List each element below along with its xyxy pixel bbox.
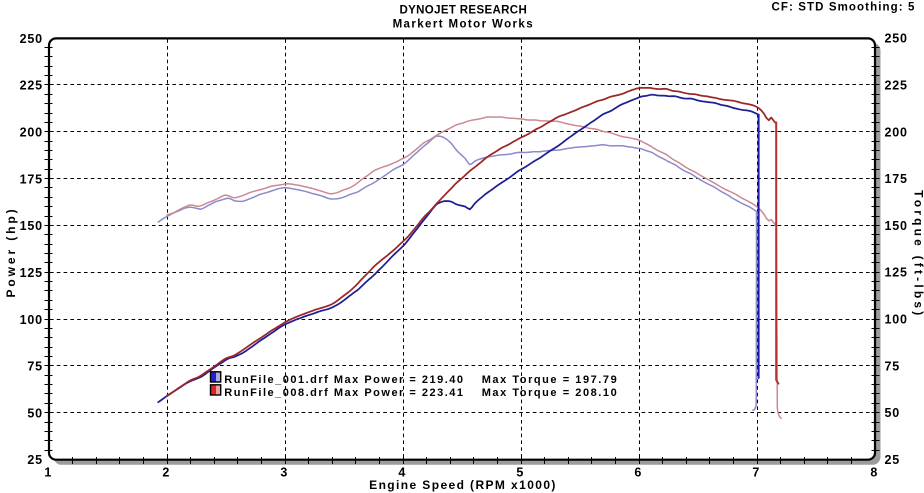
svg-text:25: 25 [27,453,43,467]
svg-text:50: 50 [885,406,901,420]
svg-text:225: 225 [885,79,908,93]
svg-text:175: 175 [20,172,43,186]
svg-text:Engine Speed (RPM x1000): Engine Speed (RPM x1000) [369,478,557,492]
svg-text:3: 3 [280,465,288,479]
svg-text:75: 75 [27,360,43,374]
svg-text:7: 7 [752,465,760,479]
svg-text:25: 25 [885,453,901,467]
svg-text:Markert Motor Works: Markert Motor Works [393,19,534,31]
svg-text:2: 2 [162,465,170,479]
svg-text:5: 5 [516,465,524,479]
svg-text:DYNOJET RESEARCH: DYNOJET RESEARCH [399,5,527,17]
svg-text:Max Torque = 197.79: Max Torque = 197.79 [482,374,619,386]
svg-text:175: 175 [885,172,908,186]
svg-text:125: 125 [885,266,908,280]
svg-text:RunFile_001.drf Max Power = 21: RunFile_001.drf Max Power = 219.40 [224,374,464,386]
svg-text:250: 250 [20,32,43,46]
svg-text:1: 1 [44,465,52,479]
svg-text:225: 225 [20,79,43,93]
svg-text:150: 150 [885,219,908,233]
svg-text:Max Torque = 208.10: Max Torque = 208.10 [482,387,619,399]
svg-text:125: 125 [20,266,43,280]
svg-text:100: 100 [20,313,43,327]
svg-text:200: 200 [885,125,908,139]
svg-text:100: 100 [885,313,908,327]
svg-text:4: 4 [398,465,406,479]
svg-text:CF: STD Smoothing: 5: CF: STD Smoothing: 5 [771,2,915,14]
svg-text:75: 75 [885,359,901,373]
svg-text:Torque (ft-lbs): Torque (ft-lbs) [912,190,924,318]
svg-text:8: 8 [870,465,878,479]
svg-text:Power (hp): Power (hp) [4,207,18,298]
svg-text:150: 150 [20,219,43,233]
svg-text:6: 6 [634,465,642,479]
svg-text:RunFile_008.drf Max Power = 22: RunFile_008.drf Max Power = 223.41 [224,387,464,399]
svg-text:50: 50 [27,406,43,420]
svg-text:250: 250 [885,32,908,46]
svg-text:200: 200 [20,126,43,140]
